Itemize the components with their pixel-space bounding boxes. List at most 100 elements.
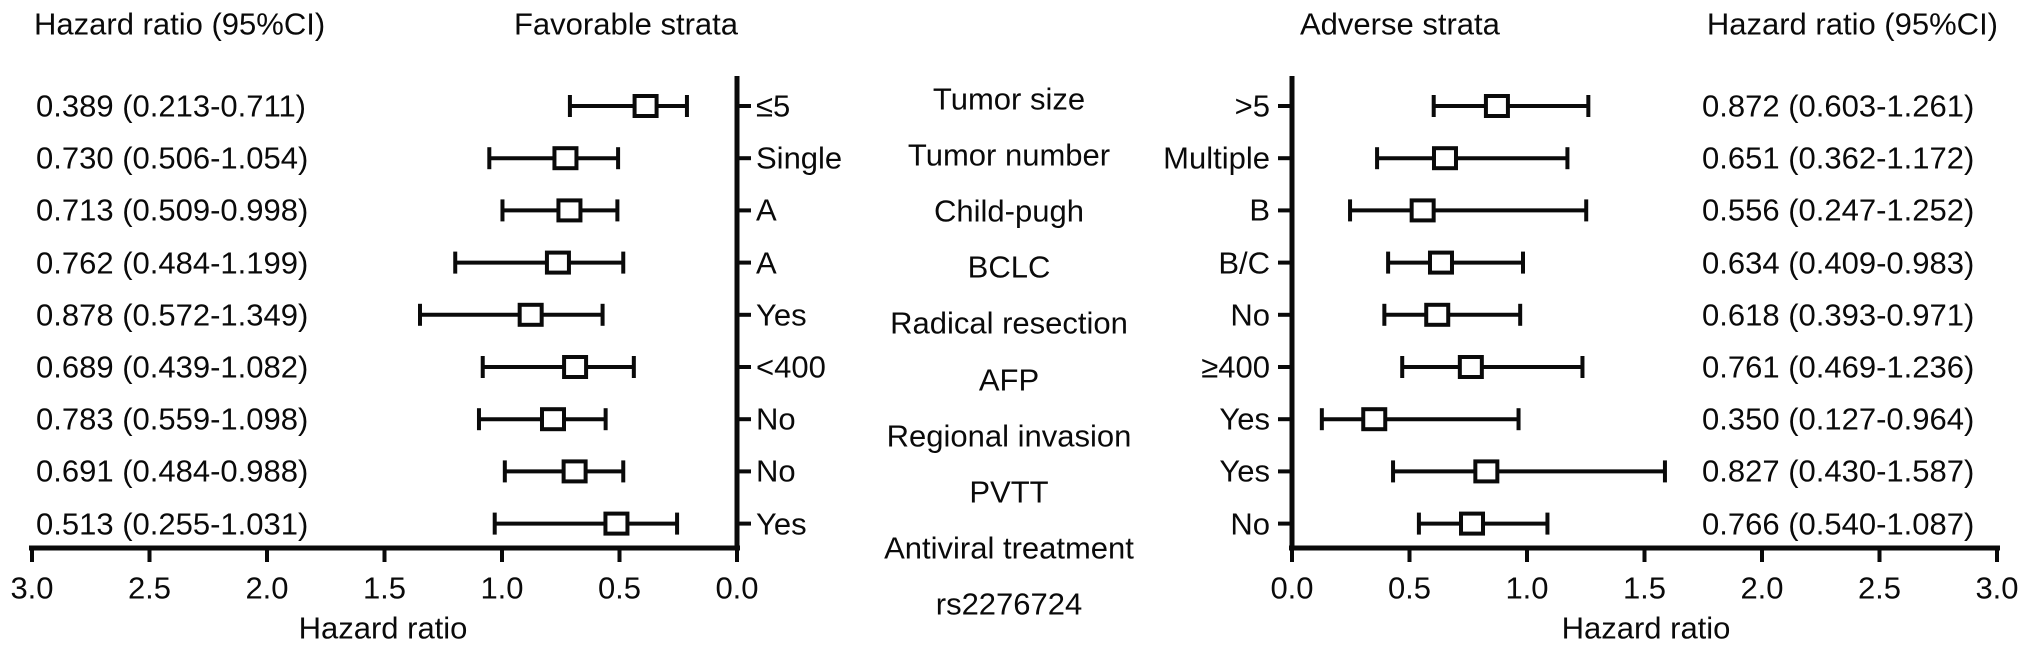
x-axis-tick-label: 3.0 (1975, 570, 2019, 606)
favorable-stratum-label: <400 (756, 349, 826, 385)
x-axis-tick-label: 1.0 (480, 570, 524, 606)
x-axis-tick-label: 1.5 (362, 570, 407, 606)
hr-box-marker (544, 250, 571, 275)
favorable-stratum-label: A (756, 192, 777, 228)
favorable-stratum-label: ≤5 (756, 88, 791, 124)
adverse-hazard-ratio-value: 0.761 (0.469-1.236) (1702, 349, 1975, 385)
hr-box-marker (552, 146, 579, 171)
adverse-stratum-label: No (1230, 297, 1270, 333)
favorable-hazard-ratio-value: 0.878 (0.572-1.349) (36, 297, 309, 333)
variable-label: Radical resection (890, 305, 1128, 341)
favorable-stratum-label: No (756, 401, 796, 437)
x-axis-tick-label: 0.0 (715, 570, 759, 606)
variable-label: Tumor size (932, 81, 1086, 117)
favorable-error-bar-row-7 (476, 407, 608, 432)
adverse-hazard-ratio-value: 0.827 (0.430-1.587) (1702, 453, 1975, 489)
right-hazard-ratio-header: Hazard ratio (95%CI) (1706, 6, 1998, 42)
favorable-error-bar-row-6 (480, 355, 636, 379)
adverse-hazard-ratio-value: 0.634 (0.409-0.983) (1702, 245, 1975, 281)
adverse-forest-plot (1278, 76, 2000, 562)
adverse-strata-header: Adverse strata (1300, 6, 1500, 42)
hr-box-marker (562, 355, 589, 379)
adverse-error-bar-row-2 (1375, 146, 1570, 171)
x-axis-tick-label: 0.5 (1387, 570, 1432, 606)
x-axis-tick-label: 0.0 (1270, 570, 1314, 606)
x-axis-tick-label: 2.0 (1740, 570, 1784, 606)
adverse-stratum-label: B/C (1218, 245, 1270, 281)
favorable-hazard-ratio-value: 0.691 (0.484-0.988) (36, 453, 309, 489)
variable-label: BCLC (967, 249, 1051, 285)
favorable-hazard-ratio-value: 0.389 (0.213-0.711) (36, 88, 307, 124)
favorable-hazard-ratio-value: 0.783 (0.559-1.098) (36, 401, 309, 437)
variable-label: PVTT (969, 474, 1049, 510)
variable-label: Tumor number (907, 137, 1111, 173)
variable-label: Child-pugh (934, 193, 1084, 229)
adverse-stratum-label: Yes (1219, 453, 1270, 489)
adverse-hazard-ratio-value: 0.872 (0.603-1.261) (1702, 88, 1975, 124)
hr-box-marker (603, 511, 630, 536)
adverse-stratum-label: >5 (1234, 88, 1270, 124)
hr-box-marker (632, 94, 659, 118)
variable-label: AFP (978, 362, 1040, 397)
hr-box-marker (561, 459, 588, 484)
favorable-error-bar-row-3 (500, 198, 620, 223)
snp-label: rs2276724 (935, 586, 1083, 622)
adverse-hazard-ratio-value: 0.766 (0.540-1.087) (1702, 506, 1975, 542)
hr-box-marker (539, 407, 566, 432)
x-axis-tick-label: 0.5 (597, 570, 642, 606)
favorable-hazard-ratio-value: 0.713 (0.509-0.998) (36, 192, 309, 228)
favorable-stratum-label: A (756, 245, 777, 281)
adverse-hazard-ratio-value: 0.556 (0.247-1.252) (1702, 192, 1975, 228)
adverse-error-bar-row-1 (1431, 94, 1591, 118)
adverse-error-bar-row-6 (1400, 355, 1585, 379)
hr-box-marker (1361, 407, 1388, 432)
favorable-stratum-label: Yes (756, 297, 807, 333)
hr-box-marker (1424, 302, 1451, 327)
x-axis-tick-label: 1.0 (1505, 570, 1549, 606)
adverse-stratum-label: Yes (1219, 401, 1270, 437)
hr-box-marker (1473, 459, 1500, 484)
favorable-error-bar-row-2 (487, 146, 621, 171)
adverse-error-bar-row-5 (1382, 302, 1523, 327)
hr-box-marker (1457, 355, 1484, 379)
adverse-hazard-ratio-value: 0.350 (0.127-0.964) (1702, 401, 1975, 437)
favorable-forest-plot (29, 76, 751, 562)
adverse-stratum-label: Multiple (1163, 140, 1270, 176)
variable-label: Regional invasion (886, 418, 1132, 454)
variable-label: Antiviral treatment (884, 530, 1134, 566)
favorable-hazard-ratio-value: 0.762 (0.484-1.199) (36, 245, 309, 281)
adverse-stratum-label: No (1230, 506, 1270, 542)
hr-box-marker (1483, 94, 1510, 118)
favorable-stratum-label: No (756, 453, 796, 489)
hr-box-marker (1431, 146, 1458, 171)
adverse-error-bar-row-7 (1319, 407, 1521, 432)
x-axis-title-left: Hazard ratio (298, 610, 468, 646)
adverse-stratum-label: ≥400 (1201, 349, 1270, 385)
favorable-stratum-label: Single (756, 140, 843, 176)
x-axis-tick-label: 2.0 (245, 570, 289, 606)
hr-box-marker (1427, 250, 1454, 275)
x-axis-tick-label: 3.0 (10, 570, 54, 606)
adverse-hazard-ratio-value: 0.618 (0.393-0.971) (1702, 297, 1975, 333)
adverse-error-bar-row-9 (1416, 511, 1550, 536)
adverse-error-bar-row-4 (1386, 250, 1526, 275)
hr-box-marker (517, 302, 544, 327)
hr-box-marker (556, 198, 583, 223)
x-axis-title-right: Hazard ratio (1561, 610, 1731, 646)
hr-box-marker (1459, 511, 1486, 536)
favorable-error-bar-row-9 (492, 511, 680, 536)
favorable-error-bar-row-8 (502, 459, 626, 484)
x-axis-tick-label: 2.5 (127, 570, 172, 606)
favorable-error-bar-row-5 (417, 302, 605, 327)
hr-box-marker (1409, 198, 1436, 223)
favorable-strata-header: Favorable strata (514, 6, 738, 42)
favorable-stratum-label: Yes (756, 506, 807, 542)
favorable-error-bar-row-4 (453, 250, 626, 275)
favorable-error-bar-row-1 (567, 94, 689, 118)
x-axis-tick-label: 2.5 (1857, 570, 1902, 606)
adverse-error-bar-row-8 (1391, 459, 1667, 484)
x-axis-tick-label: 1.5 (1622, 570, 1667, 606)
adverse-stratum-label: B (1249, 192, 1270, 228)
favorable-hazard-ratio-value: 0.730 (0.506-1.054) (36, 140, 309, 176)
